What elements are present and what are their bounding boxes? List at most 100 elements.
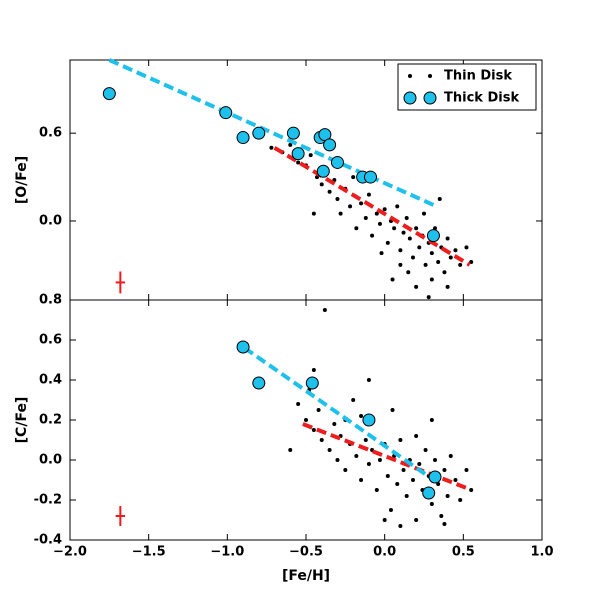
thin-disk-point <box>385 474 390 478</box>
thin-disk-point <box>398 524 403 528</box>
thin-disk-point <box>423 262 428 267</box>
thick-disk-point <box>323 138 337 152</box>
thin-disk-point <box>327 448 332 452</box>
thin-disk-point <box>374 211 379 216</box>
thin-disk-point <box>354 454 359 458</box>
thin-disk-point <box>304 418 308 422</box>
x-tick-label: 1.0 <box>530 545 553 560</box>
thin-disk-point <box>445 494 450 498</box>
legend-box <box>397 63 537 111</box>
thin-disk-point <box>288 448 293 452</box>
thick-disk-point <box>362 413 376 427</box>
thin-disk-point <box>458 262 463 267</box>
thin-disk-point <box>414 284 419 289</box>
y-tick-label: -0.2 <box>34 493 62 508</box>
thin-disk-point <box>335 197 340 202</box>
thick-disk-point <box>422 486 436 500</box>
thin-disk-point <box>311 368 316 372</box>
thin-disk-point <box>448 454 453 458</box>
thin-disk-point <box>351 398 356 402</box>
thin-disk-point <box>453 478 458 482</box>
y-axis-label: [C/Fe] <box>14 397 30 444</box>
thin-disk-point <box>429 251 434 256</box>
thin-disk-point <box>335 458 340 462</box>
thin-disk-point <box>311 211 316 216</box>
thin-disk-point <box>374 488 379 492</box>
thin-disk-point <box>322 308 327 312</box>
thin-disk-point <box>338 211 343 216</box>
thin-disk-point <box>359 201 364 206</box>
thin-disk-point <box>354 226 359 231</box>
thin-disk-point <box>429 418 434 422</box>
thin-disk-point <box>445 236 450 241</box>
thin-disk-point <box>319 438 324 442</box>
thin-disk-point <box>448 255 453 260</box>
x-tick-label: −1.0 <box>210 545 244 560</box>
x-tick-label: 0.0 <box>373 545 396 560</box>
y-tick-label: 0.0 <box>39 213 62 228</box>
y-tick-label: -0.4 <box>34 533 62 548</box>
thin-disk-point <box>410 255 415 260</box>
thin-disk-point <box>296 160 301 165</box>
y-tick-label: 0.0 <box>39 453 62 468</box>
thin-disk-point <box>464 245 469 250</box>
thin-disk-point <box>404 494 409 498</box>
thin-disk-point <box>401 468 406 472</box>
thin-disk-point <box>404 216 409 221</box>
thin-disk-point <box>377 221 382 226</box>
y-tick-label: 0.4 <box>39 373 62 388</box>
x-tick-label: −0.5 <box>289 545 323 560</box>
thick-disk-point <box>219 106 233 120</box>
thick-disk-point <box>316 164 330 178</box>
thin-disk-point <box>442 522 447 526</box>
thin-disk-point <box>382 518 387 522</box>
thin-disk-point <box>392 226 397 231</box>
thick-disk-point <box>252 126 266 140</box>
x-tick-label: −2.0 <box>53 545 87 560</box>
y-tick-label: 0.2 <box>39 413 62 428</box>
thin-disk-point <box>433 458 438 462</box>
legend-marker <box>423 91 437 105</box>
thin-disk-point <box>398 248 403 253</box>
thin-disk-point <box>458 498 463 502</box>
thin-disk-point <box>351 175 356 180</box>
thin-disk-point <box>343 468 348 472</box>
thin-disk-point <box>390 408 395 412</box>
thin-disk-point <box>410 478 415 482</box>
thin-disk-point <box>429 277 434 282</box>
thin-disk-point <box>385 240 390 245</box>
thick-disk-point <box>236 340 250 354</box>
thin-disk-point <box>464 468 469 472</box>
thin-disk-point <box>308 153 313 158</box>
thin-disk-point <box>429 502 434 506</box>
thin-disk-point <box>366 378 371 382</box>
thin-disk-point <box>377 458 382 462</box>
thin-disk-point <box>366 192 371 197</box>
thin-disk-point <box>414 518 419 522</box>
thick-disk-point <box>291 147 305 161</box>
thin-disk-point <box>359 478 364 482</box>
thin-disk-point <box>439 514 444 518</box>
thin-disk-point <box>359 414 364 418</box>
thin-disk-point <box>437 197 442 202</box>
thick-disk-point <box>364 170 378 184</box>
thin-disk-point <box>453 248 458 253</box>
thin-disk-point <box>390 277 395 282</box>
thin-disk-point <box>269 145 274 150</box>
thick-disk-point <box>426 229 440 243</box>
thin-disk-point <box>407 236 412 241</box>
thin-disk-point <box>442 468 447 472</box>
fit-line <box>108 58 438 209</box>
thin-disk-point <box>401 230 406 235</box>
y-axis-label: [O/Fe] <box>14 156 30 204</box>
thin-disk-point <box>414 226 419 231</box>
thin-disk-point <box>406 270 411 275</box>
y-tick-label: 0.6 <box>39 126 62 141</box>
thin-disk-point <box>426 295 431 300</box>
thin-disk-point <box>316 408 321 412</box>
thin-disk-point <box>445 284 450 289</box>
thin-disk-point <box>363 438 368 442</box>
x-tick-label: −1.5 <box>132 545 166 560</box>
thick-disk-point <box>236 131 250 145</box>
